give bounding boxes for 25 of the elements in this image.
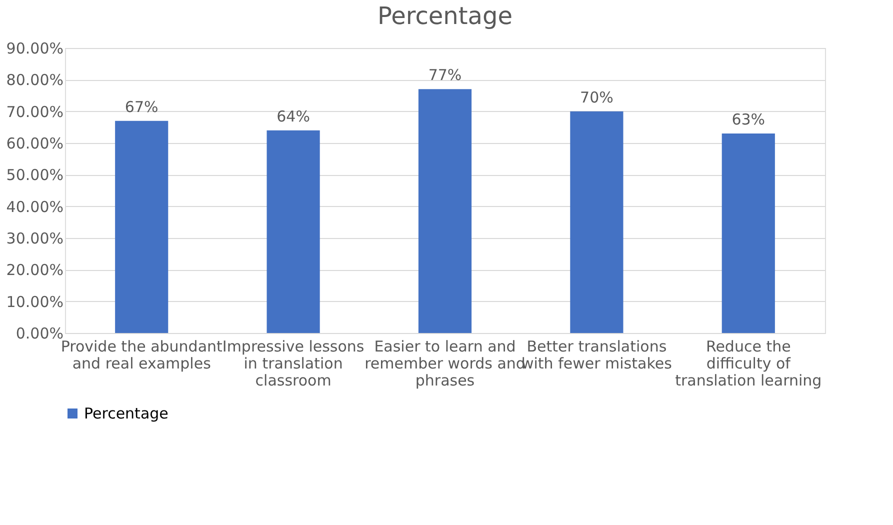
y-tick-label: 50.00% bbox=[6, 166, 64, 184]
legend-label: Percentage bbox=[84, 404, 168, 422]
text: 64% bbox=[276, 107, 310, 126]
y-tick-label: 70.00% bbox=[6, 102, 64, 121]
x-tick-label: Impressive lessons in translation classroom bbox=[222, 338, 364, 390]
bar bbox=[722, 134, 775, 333]
text: 70% bbox=[580, 88, 614, 106]
x-tick-label: Provide the abundant and real examples bbox=[60, 338, 223, 372]
y-tick-label: 10.00% bbox=[6, 292, 64, 311]
bar bbox=[570, 111, 624, 333]
y-tick-label: 0.00% bbox=[16, 324, 64, 342]
x-tick-label: Reduce the difficulty of translation learning bbox=[675, 338, 822, 390]
bar bbox=[115, 120, 168, 333]
text: 67% bbox=[124, 98, 158, 116]
text: 77% bbox=[428, 66, 462, 84]
y-tick-label: 30.00% bbox=[6, 230, 64, 248]
text: 63% bbox=[732, 110, 766, 128]
bar bbox=[418, 89, 472, 333]
y-tick-label: 90.00% bbox=[6, 40, 64, 58]
y-tick-label: 60.00% bbox=[6, 134, 64, 152]
y-tick-label: 40.00% bbox=[6, 198, 64, 216]
y-tick-label: 80.00% bbox=[6, 71, 64, 90]
chart-title: Percentage bbox=[377, 2, 513, 30]
bar bbox=[266, 130, 320, 333]
y-tick-label: 20.00% bbox=[6, 261, 64, 280]
